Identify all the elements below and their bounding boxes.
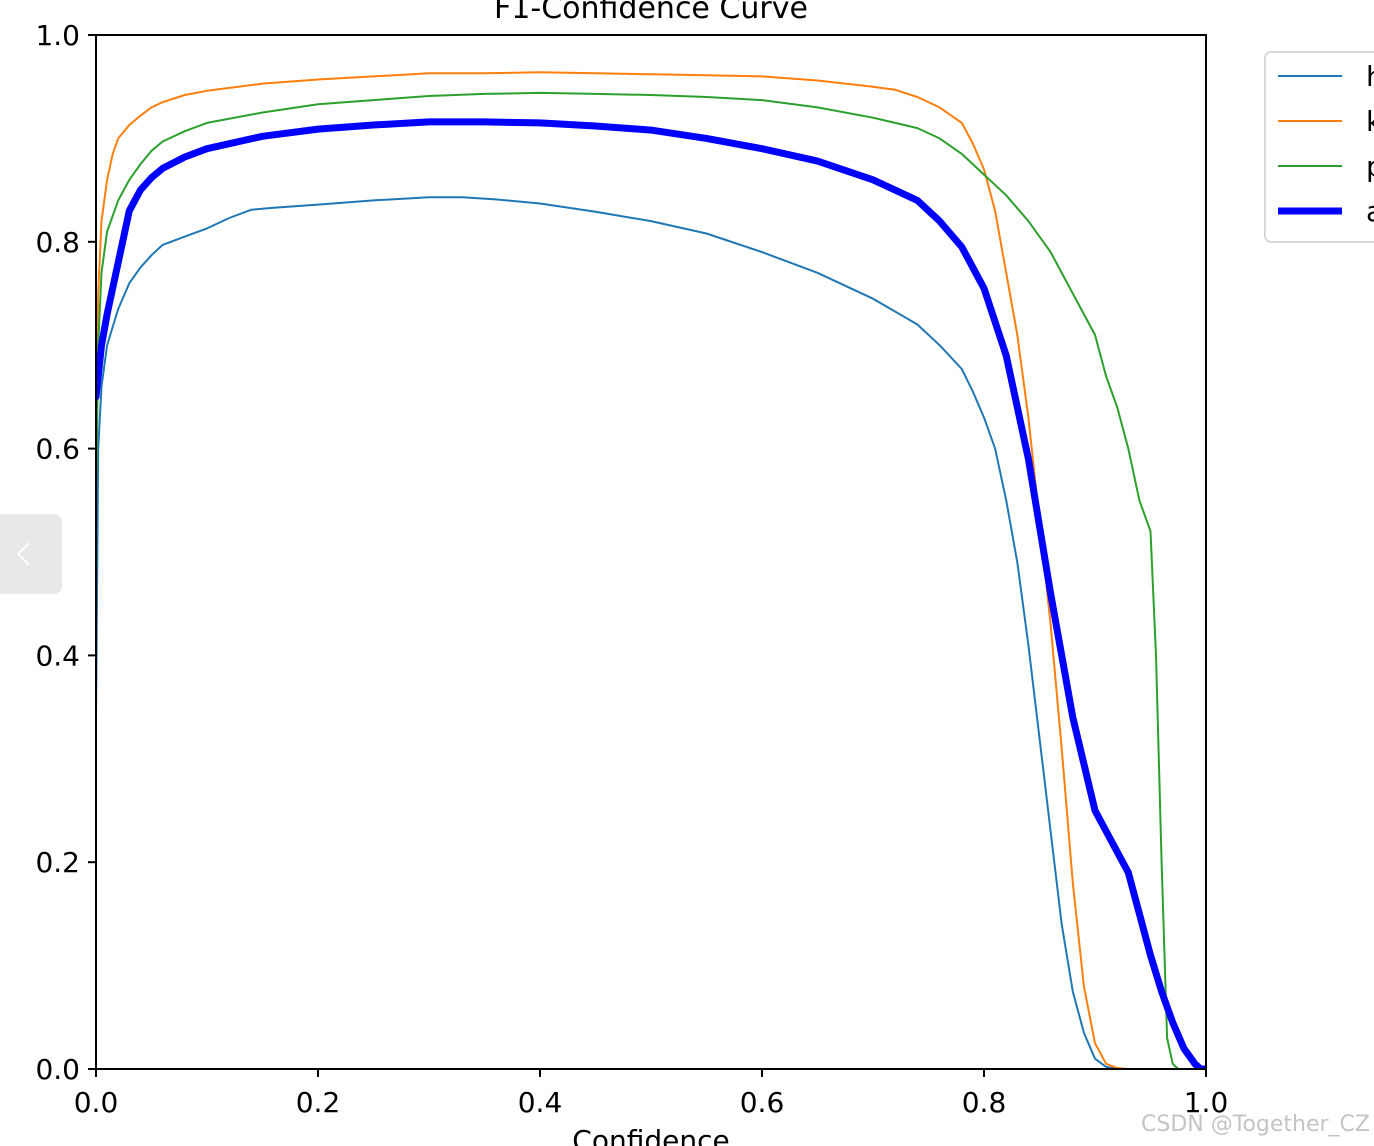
legend-entry-3: all classes 0.92 at 0.355 xyxy=(1366,195,1374,228)
x-tick-label: 0.8 xyxy=(962,1086,1007,1119)
x-tick-label: 0.2 xyxy=(296,1086,341,1119)
legend-entry-0: h xyxy=(1366,60,1374,93)
watermark: CSDN @Together_CZ xyxy=(1141,1112,1370,1137)
y-tick-label: 0.8 xyxy=(35,226,80,259)
side-panel-toggle[interactable] xyxy=(0,514,62,594)
x-tick-label: 0.6 xyxy=(740,1086,785,1119)
series-line-1 xyxy=(96,71,1206,1069)
plot-frame xyxy=(95,34,1207,1070)
series-line-0 xyxy=(96,196,1206,1069)
x-tick-label: 1.0 xyxy=(1184,1086,1229,1119)
legend-frame xyxy=(1264,51,1374,243)
x-tick-label: 0.4 xyxy=(518,1086,563,1119)
x-axis-label: Confidence xyxy=(572,1124,729,1146)
x-tick-label: 0.0 xyxy=(74,1086,119,1119)
y-tick-label: 0.2 xyxy=(35,846,80,879)
series-line-2 xyxy=(96,91,1206,1069)
y-tick-label: 0.0 xyxy=(35,1053,80,1086)
chart-title: F1-Confidence Curve xyxy=(494,0,808,26)
y-axis: 0.0 0.2 0.4 0.6 0.8 1.0 xyxy=(35,19,96,1086)
series-line-3 xyxy=(96,118,1206,1069)
chevron-left-icon xyxy=(16,542,40,566)
series-layer xyxy=(96,71,1206,1069)
legend: hkp all classes 0.92 at 0.355 xyxy=(1264,51,1374,243)
legend-entry-2: p xyxy=(1366,150,1374,183)
legend-entry-1: k xyxy=(1366,105,1374,138)
y-tick-label: 0.6 xyxy=(35,433,80,466)
x-axis: 0.0 0.2 0.4 0.6 0.8 1.0 xyxy=(74,1069,1229,1119)
y-tick-label: 0.4 xyxy=(35,639,80,672)
y-tick-label: 1.0 xyxy=(35,19,80,52)
